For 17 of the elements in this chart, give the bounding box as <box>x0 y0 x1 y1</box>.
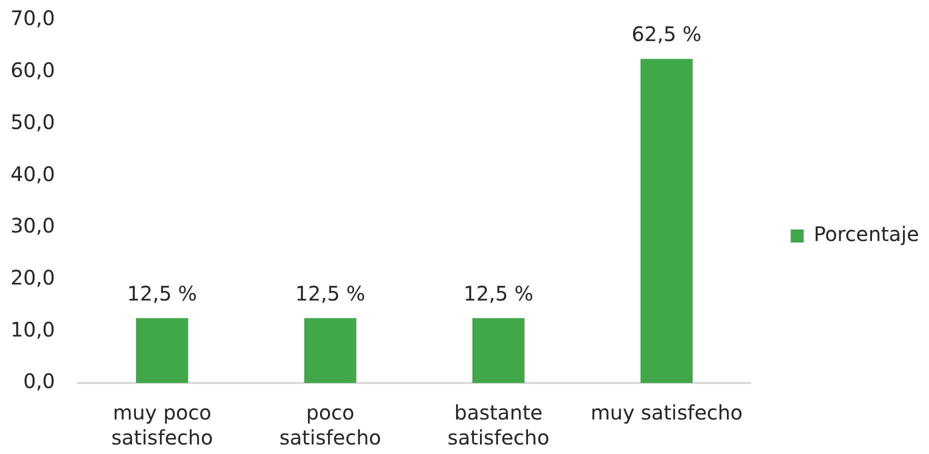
y-tick-label: 20,0 <box>10 265 55 290</box>
x-tick-label: muy satisfecho <box>590 400 743 425</box>
y-tick-label: 30,0 <box>10 214 55 238</box>
y-tick-label: 10,0 <box>10 317 55 342</box>
y-tick-label: 60,0 <box>10 58 55 82</box>
y-tick-label: 50,0 <box>10 110 55 134</box>
x-tick-label: bastante satisfecho <box>448 400 550 450</box>
legend-label: Porcentaje <box>814 222 920 246</box>
data-label: 12,5 % <box>295 281 366 306</box>
y-tick-label: 40,0 <box>10 162 55 186</box>
y-tick-label: 0,0 <box>23 369 55 394</box>
data-label: 62,5 % <box>632 22 702 46</box>
y-tick-label: 70,0 <box>10 6 55 30</box>
data-label: 12,5 % <box>127 281 198 306</box>
x-tick-label: muy poco satisfecho <box>111 400 213 450</box>
data-label: 12,5 % <box>463 281 534 306</box>
x-tick-label: poco satisfecho <box>279 400 382 450</box>
